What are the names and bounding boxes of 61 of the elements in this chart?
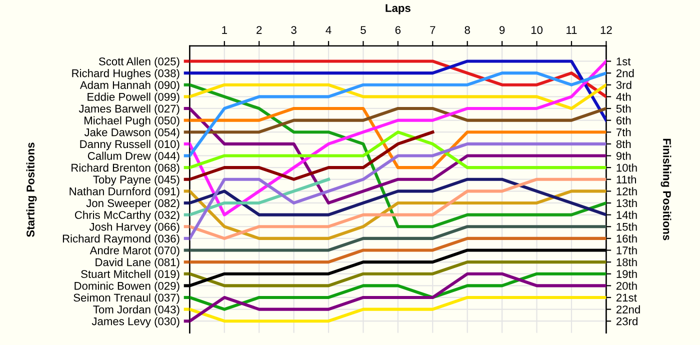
x-tick-label: 3 [291, 26, 296, 34]
y2-tick-label: 1st [616, 58, 631, 66]
legend-label: Nathan Durnford (091) [70, 187, 180, 198]
legend-label: James Barwell (027) [78, 104, 180, 115]
legend-label: Richard Raymond (036) [62, 234, 180, 245]
x-tick-label: 11 [566, 26, 577, 34]
text: Starting Positions [26, 142, 37, 237]
legend-label: Richard Brenton (068) [72, 164, 180, 174]
x-tick-label: 1 [222, 26, 227, 34]
y2-tick-label: 11th [616, 175, 636, 184]
legend-label: Danny Russell (010) [80, 140, 180, 150]
x-tick-label: 9 [500, 26, 505, 34]
legend-label: Josh Harvey (066) [89, 222, 180, 233]
legend-label: Seimon Trenaul (037) [74, 293, 180, 304]
x-tick-label: 12 [600, 26, 612, 34]
legend-label: Eddie Powell (099) [88, 92, 180, 104]
x-tick-label: 7 [430, 26, 436, 34]
legend-label: Adam Hannah (090) [80, 80, 180, 92]
x-tick-label: 6 [395, 26, 401, 34]
x-tick-label: 8 [464, 26, 470, 34]
x-tick-label: 2 [256, 26, 262, 34]
legend-label: Michael Pugh (050) [84, 116, 180, 127]
legend-label: Andre Marot (070) [90, 246, 180, 257]
y2-tick-label: 15th [616, 222, 637, 231]
x-tick-label: 5 [360, 26, 366, 34]
legend-label: Scott Allen (025) [98, 57, 180, 68]
legend-label: Tom Jordan (043) [93, 305, 180, 316]
y2-tick-label: 19th [616, 270, 637, 278]
x-tick-label: 4 [326, 26, 332, 34]
y2-tick-label: 6th [616, 116, 631, 124]
legend-label: Richard Hughes (038) [72, 69, 180, 80]
y2-tick-label: 2nd [616, 69, 634, 78]
y2-tick-label: 20th [616, 282, 637, 290]
y2-tick-label: 23rd [616, 317, 638, 326]
y2-tick-label: 16th [616, 234, 637, 243]
legend-label: Toby Payne (045) [93, 175, 180, 186]
y2-tick-label: 12th [616, 187, 637, 196]
legend-label: James Levy (030) [92, 317, 180, 328]
y2-tick-label: 17th [616, 246, 637, 254]
legend-label: Callum Drew (044) [88, 152, 180, 162]
y2-tick-label: 10th [616, 164, 637, 172]
y2-tick-label: 18th [616, 258, 637, 266]
legend-label: Jon Sweeper (082) [86, 198, 180, 210]
legend-label: Stuart Mitchell (019) [81, 270, 180, 280]
y2-tick-label: 14th [616, 210, 637, 219]
legend-label: Jake Dawson (054) [84, 128, 180, 138]
y2-axis-title: Finishing Positions [660, 138, 672, 240]
y2-tick-label: 4th [616, 92, 631, 101]
x-axis-title: Laps [386, 4, 410, 14]
y2-tick-label: 22nd [616, 305, 640, 314]
x-tick-label: 10 [531, 26, 543, 34]
legend-label: Chris McCarthy (032) [74, 210, 180, 222]
legend-label: David Lane (081) [96, 258, 180, 268]
y2-tick-label: 7th [616, 128, 631, 136]
y2-tick-label: 5th [616, 104, 631, 113]
y2-tick-label: 13th [616, 198, 637, 208]
legend-label: Dominic Bowen (029) [74, 282, 180, 292]
y2-tick-label: 3rd [616, 80, 632, 89]
y2-tick-label: 8th [616, 140, 631, 148]
y2-tick-label: 9th [616, 152, 631, 160]
y2-tick-label: 21st [616, 294, 637, 302]
